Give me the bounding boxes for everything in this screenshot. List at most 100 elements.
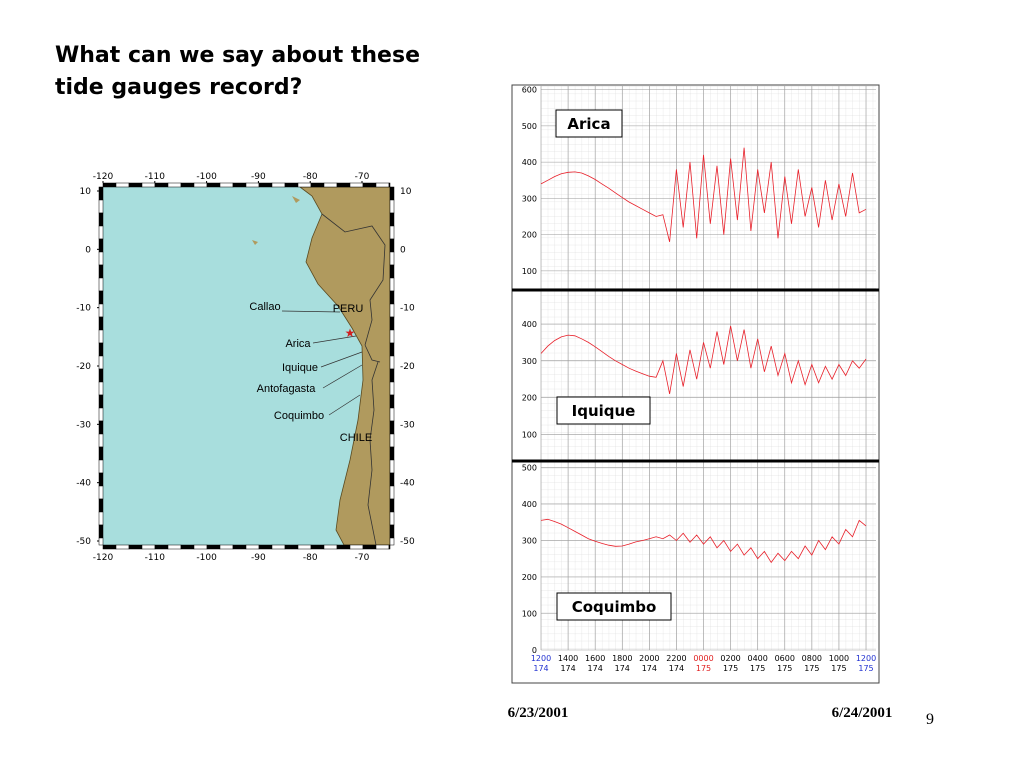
frame-segment — [102, 182, 117, 188]
y-tick-label: -20 — [400, 362, 415, 372]
y-tick-label: -50 — [400, 537, 415, 547]
minor-grid — [541, 291, 876, 460]
frame-segment — [388, 182, 391, 188]
frame-segment — [389, 199, 395, 214]
frame-segment — [389, 329, 395, 344]
x-tick-label: 1600 — [585, 654, 605, 663]
border — [321, 213, 386, 546]
title: tide gauges record? — [55, 75, 302, 100]
y-tick-label: 600 — [522, 86, 537, 95]
frame-segment — [98, 225, 104, 240]
frame-segment — [389, 420, 395, 435]
x-tick-label: -100 — [196, 172, 217, 182]
frame-segment — [98, 485, 104, 500]
frame-segment — [98, 368, 104, 383]
charts: 100 200 300 400 500 600 Arica 100 200 300 400 Iquiq… — [522, 86, 876, 673]
frame-segment — [310, 544, 325, 550]
frame-segment — [389, 485, 395, 500]
map: ★ Callao PERU Arica Iquique Antofagasta … — [76, 172, 415, 563]
x-tick-label: 175 — [831, 664, 846, 673]
frame-segment — [98, 251, 104, 266]
frame-segment — [389, 433, 395, 448]
y-tick-label: 0 — [400, 245, 406, 255]
y-tick-label: -20 — [76, 362, 91, 372]
station-box — [556, 592, 672, 621]
x-tick-label: -110 — [145, 172, 166, 182]
y-tick-label: 100 — [522, 267, 537, 276]
frame-segment — [98, 446, 104, 461]
x-tick-label: -90 — [251, 553, 266, 563]
frame-segment — [98, 212, 104, 227]
frame-segment — [98, 355, 104, 370]
tide-line — [540, 518, 867, 564]
x-tick-label: 174 — [560, 664, 575, 673]
x-tick-label: 174 — [588, 664, 603, 673]
frame-segment — [98, 329, 104, 344]
x-tick-label: 174 — [533, 664, 548, 673]
frame-segment — [336, 182, 351, 188]
frame-segment — [284, 544, 299, 550]
x-tick-label: 174 — [669, 664, 684, 673]
x-tick-label: -100 — [196, 553, 217, 563]
place-label: Antofagasta — [257, 383, 317, 395]
frame-segment — [232, 544, 247, 550]
star: ★ — [345, 326, 356, 340]
frame-segment — [389, 290, 395, 305]
frame-segment — [98, 199, 104, 214]
frame-segment — [98, 277, 104, 292]
frame-segment — [389, 459, 395, 474]
frame-segment — [284, 182, 299, 188]
frame-segment — [362, 544, 377, 550]
frame-segment — [128, 544, 143, 550]
frame-segment — [362, 182, 377, 188]
frame-segment — [258, 182, 273, 188]
frame-segment — [323, 544, 338, 550]
y-tick-label: 500 — [522, 122, 537, 131]
frame-segment — [98, 316, 104, 331]
frame-segment — [98, 472, 104, 487]
frame-segment — [258, 544, 273, 550]
x-tick-label: 0000 — [693, 654, 713, 663]
frame-segment — [389, 342, 395, 357]
frame-segment — [389, 472, 395, 487]
frame-segment — [219, 544, 234, 550]
frame-segment — [98, 238, 104, 253]
y-tick-label: 10 — [400, 187, 412, 197]
frame-segment — [98, 433, 104, 448]
x-tick-label: -70 — [355, 553, 370, 563]
x-tick-label: 175 — [723, 664, 738, 673]
frame-segment — [389, 277, 395, 292]
x-tick-label: 174 — [642, 664, 657, 673]
frame-segment — [389, 537, 395, 546]
x-tick-label: 1000 — [829, 654, 849, 663]
minor-grid — [541, 462, 876, 650]
frame-segment — [115, 544, 130, 550]
frame-segment — [180, 544, 195, 550]
x-tick-label: -80 — [303, 172, 318, 182]
frame-segment — [388, 544, 391, 550]
frame-segment — [115, 182, 130, 188]
frame-segment — [389, 238, 395, 253]
date: 6/23/2001 — [508, 705, 569, 721]
x-tick-label: 1200 — [856, 654, 876, 663]
y-tick-label: 300 — [522, 536, 537, 545]
place-label: PERU — [333, 303, 364, 315]
frame-segment — [206, 544, 221, 550]
frame-segment — [389, 511, 395, 526]
frame-segment — [375, 544, 390, 550]
frame-segment — [389, 368, 395, 383]
tide-line — [540, 325, 867, 394]
frame-segment — [310, 182, 325, 188]
frame-segment — [206, 182, 221, 188]
page-number: 9 — [926, 711, 934, 728]
y-tick-label: 300 — [522, 357, 537, 366]
x-tick-label: 175 — [804, 664, 819, 673]
y-tick-label: 10 — [80, 187, 92, 197]
x-tick-label: -70 — [355, 172, 370, 182]
frame-segment — [375, 182, 390, 188]
x-tick-label: -80 — [303, 553, 318, 563]
frame-segment — [389, 355, 395, 370]
x-tick-label: 175 — [696, 664, 711, 673]
frame-segment — [389, 407, 395, 422]
frame-segment — [154, 544, 169, 550]
